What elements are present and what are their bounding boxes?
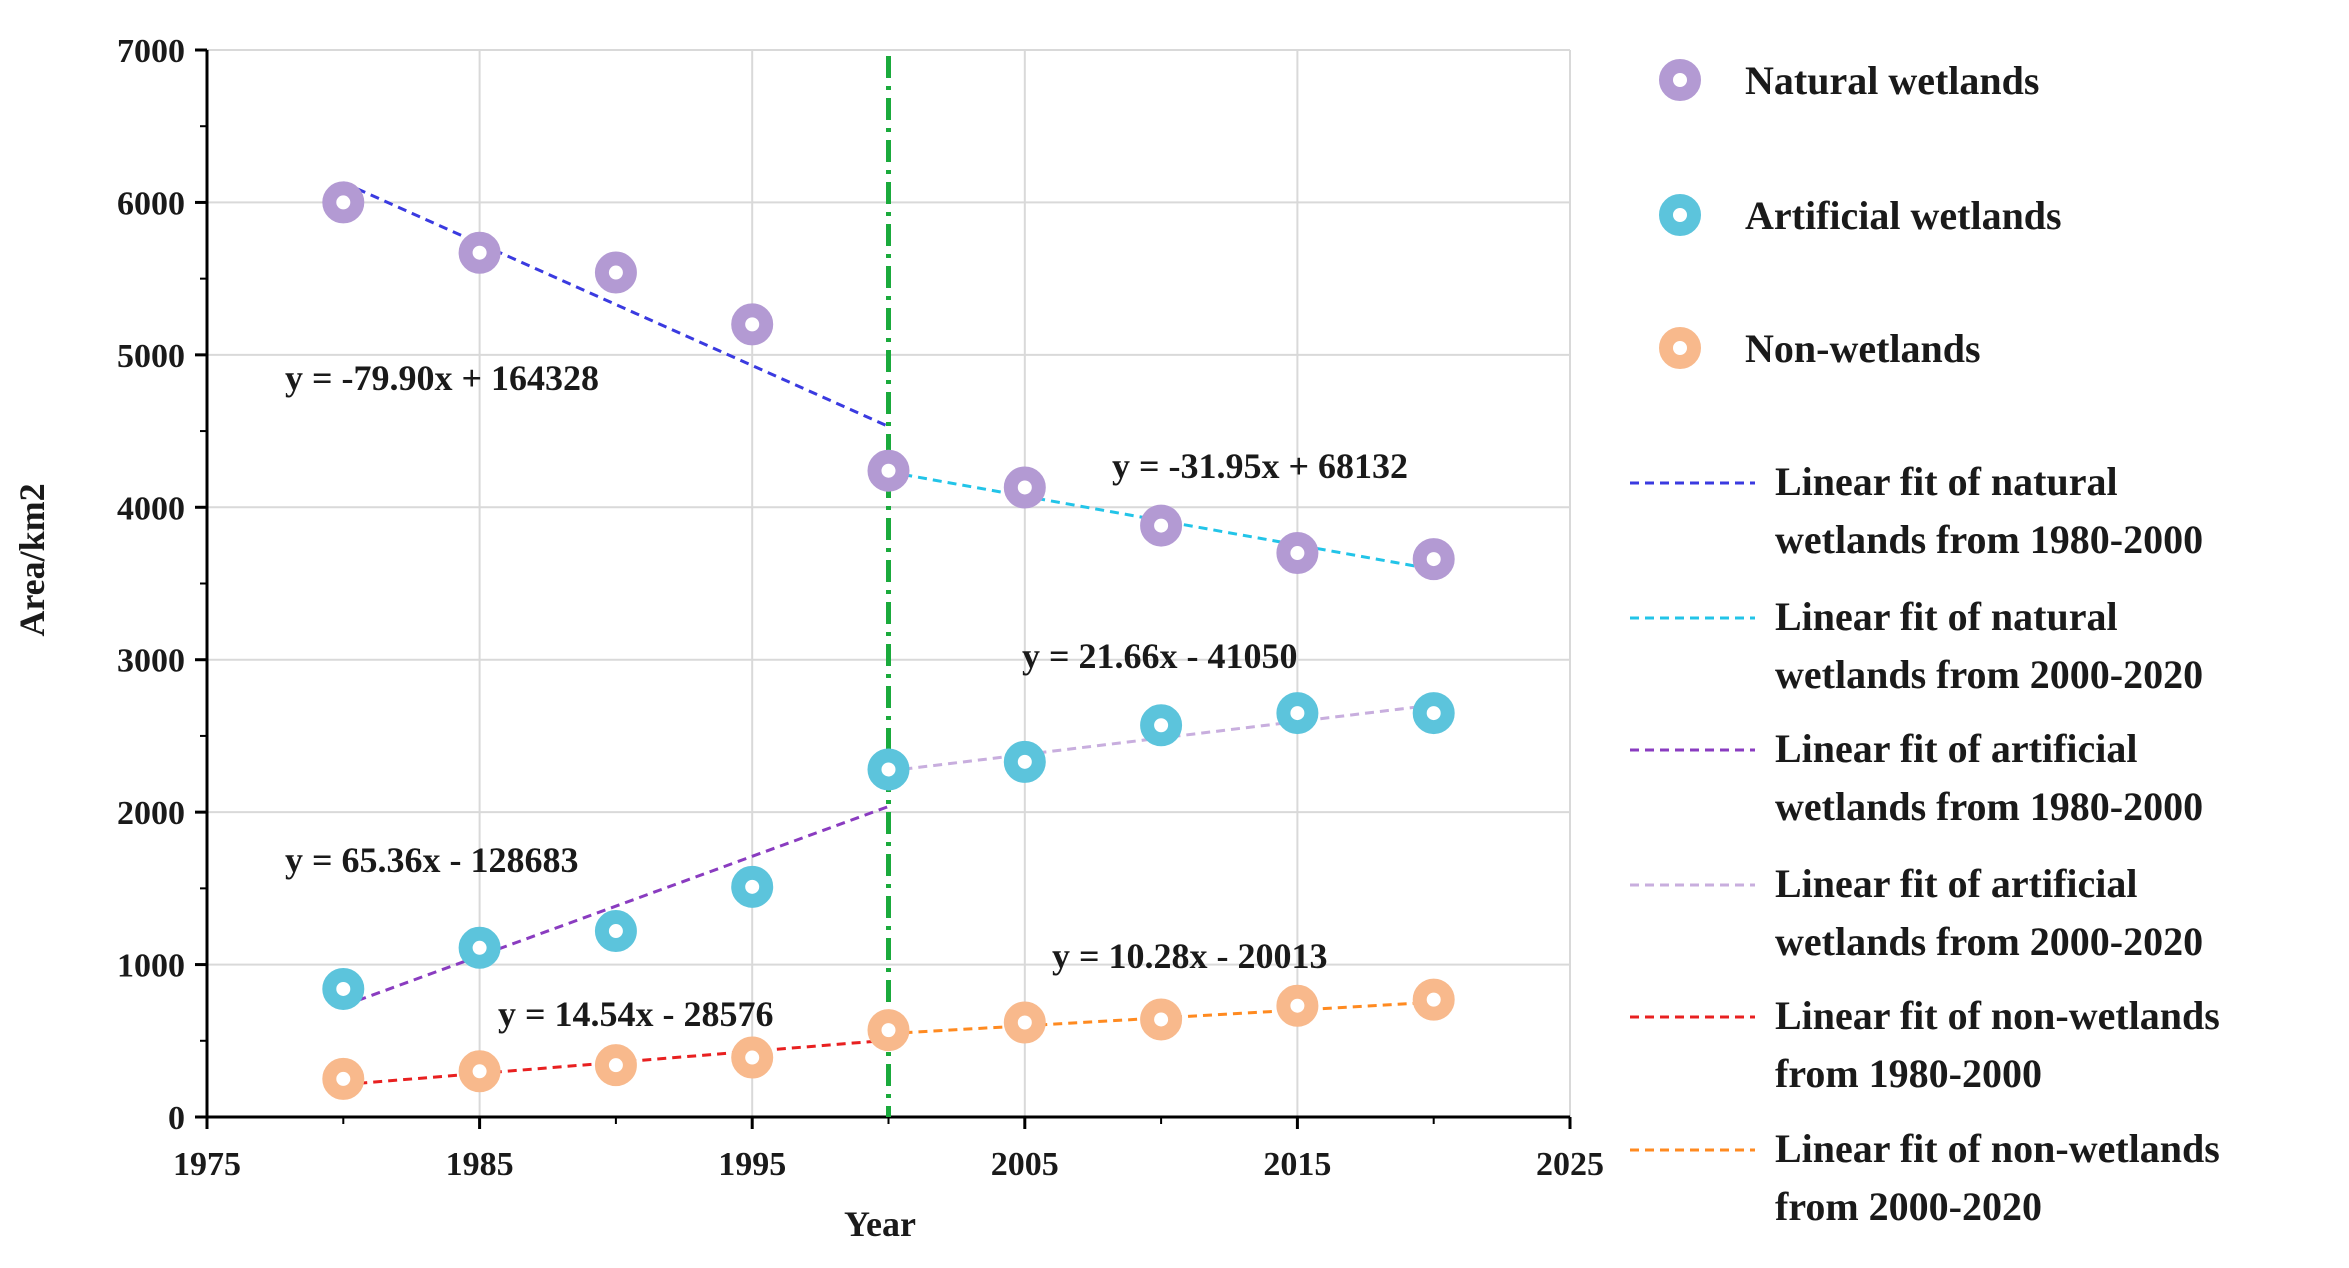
legend-label-fit-3-line1: Linear fit of artificial xyxy=(1775,726,2138,771)
point-natural-wetlands xyxy=(731,303,774,346)
point-natural-wetlands xyxy=(1003,466,1046,509)
y-tick-label: 1000 xyxy=(117,948,185,985)
point-natural-wetlands xyxy=(1412,538,1455,581)
point-artificial-wetlands xyxy=(1412,692,1455,735)
x-tick-label: 2025 xyxy=(1536,1146,1604,1183)
fit-line-1 xyxy=(342,181,890,428)
legend-label-natural-wetlands: Natural wetlands xyxy=(1745,58,2039,103)
legend-label-fit-6-line2: from 2000-2020 xyxy=(1775,1184,2042,1229)
y-tick-label: 5000 xyxy=(117,338,185,375)
x-tick-label: 1995 xyxy=(718,1146,786,1183)
point-non-wetlands xyxy=(458,1050,501,1093)
legend-marker-artificial-wetlands xyxy=(1659,194,1701,236)
point-artificial-wetlands xyxy=(867,748,910,791)
fit-line-3 xyxy=(342,805,890,1008)
legend-label-fit-4-line2: wetlands from 2000-2020 xyxy=(1775,919,2203,964)
equations: y = -79.90x + 164328 y = -31.95x + 68132 y… xyxy=(285,358,1408,1034)
point-natural-wetlands xyxy=(1140,504,1183,547)
legend-label-fit-3-line2: wetlands from 1980-2000 xyxy=(1775,784,2203,829)
y-axis-title: Area/km2 xyxy=(12,483,52,636)
point-non-wetlands xyxy=(1412,978,1455,1021)
equation-label-1: y = -79.90x + 164328 xyxy=(285,358,599,398)
x-tick-label: 2005 xyxy=(991,1146,1059,1183)
point-artificial-wetlands xyxy=(322,967,365,1010)
point-non-wetlands xyxy=(594,1044,637,1087)
legend-label-fit-5-line1: Linear fit of non-wetlands xyxy=(1775,993,2220,1038)
legend-label-fit-1-line1: Linear fit of natural xyxy=(1775,459,2118,504)
point-artificial-wetlands xyxy=(1140,704,1183,747)
point-natural-wetlands xyxy=(322,181,365,224)
legend-label-fit-2-line2: wetlands from 2000-2020 xyxy=(1775,652,2203,697)
legend-label-fit-5-line2: from 1980-2000 xyxy=(1775,1051,2042,1096)
legend-marker-natural-wetlands xyxy=(1659,59,1701,101)
equation-label-4: y = 21.66x - 41050 xyxy=(1022,636,1298,676)
y-tick-label: 3000 xyxy=(117,643,185,680)
legend-label-fit-2-line1: Linear fit of natural xyxy=(1775,594,2118,639)
point-natural-wetlands xyxy=(594,251,637,294)
point-non-wetlands xyxy=(731,1036,774,1079)
x-axis-title: Year xyxy=(844,1204,916,1244)
legend: Natural wetlands Artificial wetlands Non-w… xyxy=(1630,58,2220,1229)
x-tick-label: 1975 xyxy=(173,1146,241,1183)
equation-label-2: y = -31.95x + 68132 xyxy=(1112,446,1408,486)
x-tick-label: 2015 xyxy=(1263,1146,1331,1183)
legend-label-fit-1-line2: wetlands from 1980-2000 xyxy=(1775,517,2203,562)
y-tick-label: 6000 xyxy=(117,185,185,222)
point-non-wetlands xyxy=(1003,1001,1046,1044)
point-natural-wetlands xyxy=(1276,532,1319,575)
legend-label-artificial-wetlands: Artificial wetlands xyxy=(1745,193,2062,238)
point-non-wetlands xyxy=(1276,984,1319,1027)
point-natural-wetlands xyxy=(458,231,501,274)
data-points xyxy=(322,181,1455,1100)
legend-marker-non-wetlands xyxy=(1659,327,1701,369)
equation-label-5: y = 14.54x - 28576 xyxy=(498,994,774,1034)
equation-label-6: y = 10.28x - 20013 xyxy=(1052,936,1328,976)
legend-label-fit-6-line1: Linear fit of non-wetlands xyxy=(1775,1126,2220,1171)
point-non-wetlands xyxy=(867,1009,910,1052)
y-tick-label: 2000 xyxy=(117,795,185,832)
point-artificial-wetlands xyxy=(1003,740,1046,783)
x-tick-label: 1985 xyxy=(446,1146,514,1183)
point-artificial-wetlands xyxy=(458,926,501,969)
point-non-wetlands xyxy=(1140,998,1183,1041)
y-tick-label: 7000 xyxy=(117,33,185,70)
equation-label-3: y = 65.36x - 128683 xyxy=(285,840,579,880)
point-natural-wetlands xyxy=(867,449,910,492)
legend-label-fit-4-line1: Linear fit of artificial xyxy=(1775,861,2138,906)
y-tick-label: 0 xyxy=(168,1100,185,1137)
point-artificial-wetlands xyxy=(1276,692,1319,735)
point-artificial-wetlands xyxy=(731,865,774,908)
point-non-wetlands xyxy=(322,1057,365,1100)
point-artificial-wetlands xyxy=(594,910,637,953)
legend-label-non-wetlands: Non-wetlands xyxy=(1745,326,1981,371)
y-tick-label: 4000 xyxy=(117,490,185,527)
